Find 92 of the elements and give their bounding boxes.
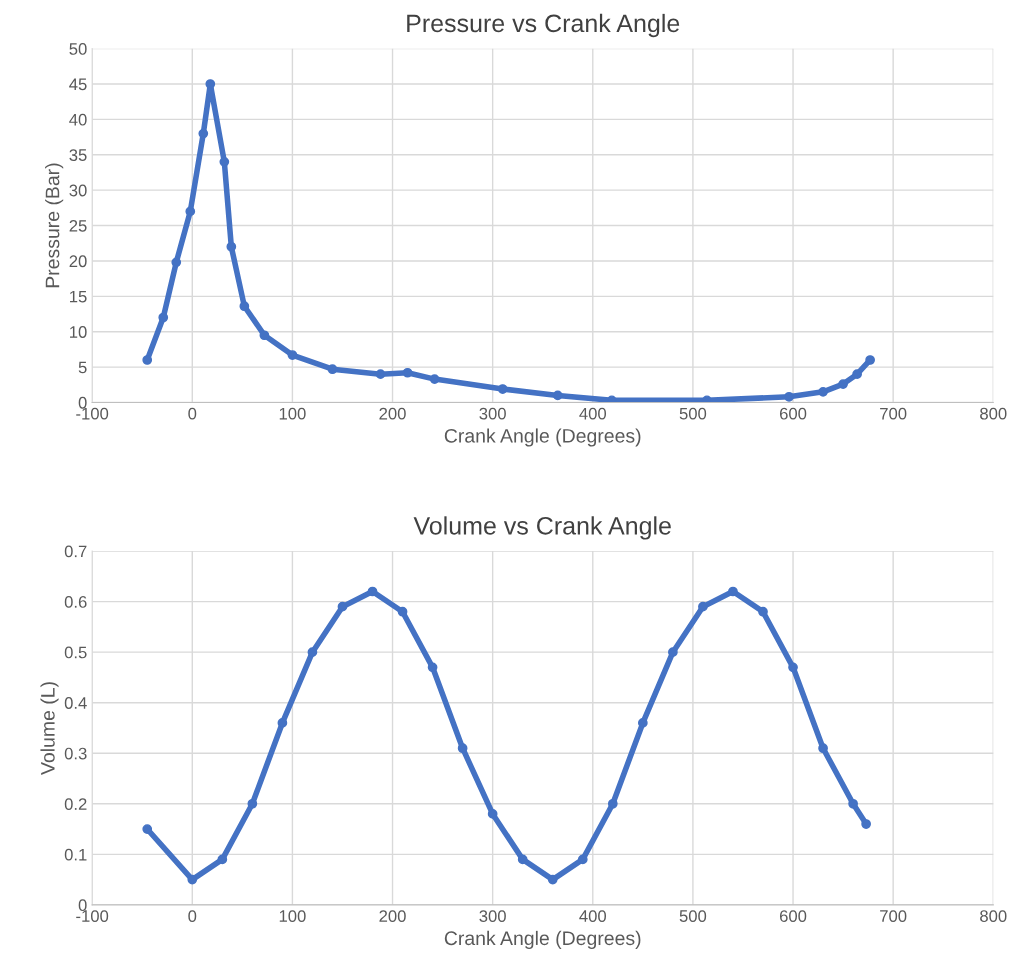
point [307,647,318,658]
y-tick-label: 10 [70,326,87,338]
point [185,206,196,217]
x-tick-label: 800 [980,407,1007,420]
x-tick-label: 200 [379,910,406,922]
point [637,718,648,728]
point [818,743,828,754]
point [607,798,618,809]
chart-title: Volume vs Crank Angle [413,516,671,540]
point [818,386,828,397]
y-axis-title: Pressure (Bar) [45,163,64,288]
x-tick-label: 800 [980,910,1007,922]
y-tick-label: 40 [69,113,87,126]
point [158,312,169,323]
point [219,157,230,167]
y-axis-title: Volume (L) [40,682,59,775]
point [848,798,858,809]
point [397,606,408,617]
point [171,257,182,268]
x-axis-title: Crank Angle (Degrees) [444,428,641,447]
y-tick-label: 0.1 [64,848,87,861]
y-tick-label: 5 [78,361,87,374]
point [142,355,153,365]
x-tick-label: 100 [279,407,306,420]
point [577,854,588,865]
point [497,384,508,394]
chart-title: Pressure vs Crank Angle [407,13,680,38]
point [861,819,871,829]
x-tick-label: 700 [880,407,907,420]
point [277,718,288,728]
x-tick-label: 600 [779,407,807,420]
x-tick-label: 0 [188,910,197,922]
x-tick-label: 500 [679,910,707,922]
y-tick-label: 0.3 [64,747,87,760]
y-tick-label: 0.2 [64,798,87,810]
x-axis-title: Crank Angle (Degrees) [444,930,641,949]
y-tick-label: 0.5 [64,646,87,659]
point [337,601,348,612]
point [457,743,468,754]
point [375,369,386,380]
point [226,241,237,252]
point [205,79,216,89]
x-tick-label: 300 [479,407,506,420]
y-tick-label: 0 [78,396,87,409]
point [239,301,250,312]
y-tick-label: 0.7 [64,545,87,558]
point [367,586,378,597]
point [547,874,558,885]
point [287,350,298,360]
point [487,809,498,819]
point [552,390,563,401]
y-tick-label: 0.4 [64,697,87,709]
y-tick-label: 0.6 [64,596,87,608]
point [217,854,228,865]
x-tick-label: 600 [779,910,807,922]
point [198,128,209,139]
x-tick-label: 300 [479,910,506,922]
x-tick-label: 500 [679,407,707,420]
point [429,374,440,384]
point [668,647,678,658]
y-tick-label: 45 [69,78,87,91]
x-tick-label: 400 [579,407,607,420]
x-tick-label: 700 [880,910,907,922]
point [327,364,338,375]
point [784,391,794,402]
y-tick-label: 0 [78,899,87,912]
point [187,874,198,885]
point [865,355,875,365]
y-tick-label: 30 [69,184,87,197]
x-tick-label: 100 [279,910,306,922]
point [517,854,528,865]
x-tick-label: 200 [379,407,406,420]
point [728,586,738,597]
point [259,330,270,341]
point [402,367,413,378]
y-tick-label: 20 [69,255,87,268]
y-tick-label: 50 [69,43,87,55]
point [142,824,153,834]
x-tick-label: 400 [579,910,607,922]
point [852,369,862,380]
point [427,662,438,673]
x-tick-label: 0 [188,407,197,420]
y-tick-label: 35 [69,149,87,161]
x-tick-label: -100 [76,910,109,922]
x-tick-label: -100 [76,407,109,420]
point [247,798,258,809]
y-tick-label: 25 [69,219,87,232]
point [758,606,768,617]
point [838,379,848,389]
point [698,601,708,612]
point [788,662,798,673]
y-tick-label: 15 [70,290,87,303]
